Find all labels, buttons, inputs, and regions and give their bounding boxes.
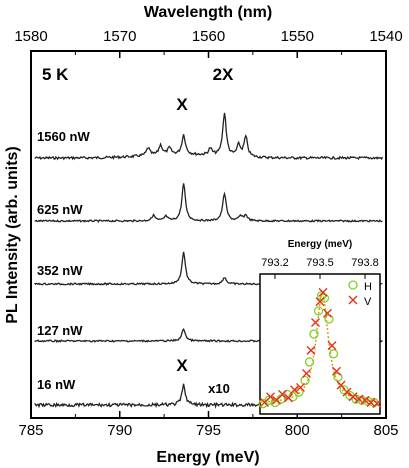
legend-v-marker — [348, 295, 358, 305]
scale-note: x10 — [208, 381, 230, 396]
inset-v-point — [318, 287, 328, 297]
inset-legend: HV — [348, 280, 372, 308]
inset-v-point — [302, 369, 311, 379]
top-tick-label: 1540 — [369, 28, 402, 45]
inset-tick-label: 793.2 — [261, 257, 289, 269]
inset-v-point — [296, 382, 305, 392]
top-tick-label: 1580 — [14, 28, 47, 45]
top-axis-title: Wavelength (nm) — [144, 4, 272, 21]
inset-h-point — [309, 329, 319, 339]
bottom-tick-label: 805 — [373, 422, 398, 439]
inset-v-point — [278, 389, 287, 399]
inset-plot: Energy (meV) 793.2 793.5 793.8 HV — [258, 239, 382, 415]
top-axis-ticks: 1580 1570 1560 1550 1540 — [14, 28, 403, 58]
bottom-tick-label: 795 — [196, 422, 221, 439]
legend-v-label: V — [364, 296, 372, 308]
top-tick-label: 1570 — [103, 28, 136, 45]
series-label: 16 nW — [37, 377, 76, 392]
inset-h-point — [304, 357, 315, 367]
inset-axis-title: Energy (meV) — [288, 239, 352, 250]
inset-v-point — [342, 387, 352, 397]
legend-h-marker — [348, 280, 358, 290]
temperature-label: 5 K — [42, 65, 69, 84]
spectrum-line — [34, 383, 266, 409]
series-label: 352 nW — [37, 263, 83, 278]
series-labels: 1560 nW 625 nW 352 nW 127 nW 16 nW — [37, 129, 90, 392]
inset-h-point — [313, 306, 324, 316]
series-label: 127 nW — [37, 323, 83, 338]
series-label: 1560 nW — [37, 129, 90, 144]
top-tick-label: 1550 — [281, 28, 314, 45]
inset-v-point — [372, 399, 382, 409]
inset-v-point — [290, 385, 299, 395]
inset-v-point — [332, 366, 341, 376]
inset-tick-label: 793.8 — [351, 257, 379, 269]
inset-v-point — [323, 308, 332, 318]
peak-label-2x: 2X — [213, 65, 234, 84]
series-label: 625 nW — [37, 202, 83, 217]
peak-label-x: X — [176, 95, 188, 114]
inset-tick-label: 793.5 — [306, 257, 334, 269]
inset-ticks: 793.2 793.5 793.8 — [261, 257, 379, 279]
inset-v-point — [327, 341, 337, 351]
bottom-tick-label: 785 — [18, 422, 43, 439]
inset-v-point — [315, 297, 325, 307]
inset-v-point — [311, 317, 320, 327]
spectrum-line — [34, 183, 383, 224]
inset-h-point — [351, 394, 361, 404]
inset-v-point — [348, 392, 358, 402]
bottom-tick-label: 790 — [107, 422, 132, 439]
inset-v-point — [306, 345, 316, 355]
legend-h-label: H — [364, 281, 372, 293]
peak-label-x-low: X — [176, 356, 188, 375]
bottom-axis-title: Energy (meV) — [156, 449, 259, 466]
bottom-tick-label: 800 — [285, 422, 310, 439]
inset-h-point — [328, 349, 339, 359]
spectrum-line — [34, 112, 383, 161]
inset-h-point — [339, 385, 349, 395]
inset-data — [258, 287, 382, 409]
inset-v-point — [360, 395, 370, 405]
inset-v-point — [284, 393, 293, 403]
inset-v-point — [266, 392, 275, 402]
bottom-axis-ticks: 785 790 795 800 805 — [18, 411, 399, 439]
y-axis-title: PL Intensity (arb. units) — [4, 146, 21, 324]
inset-h-point — [300, 375, 310, 386]
top-tick-label: 1560 — [192, 28, 225, 45]
